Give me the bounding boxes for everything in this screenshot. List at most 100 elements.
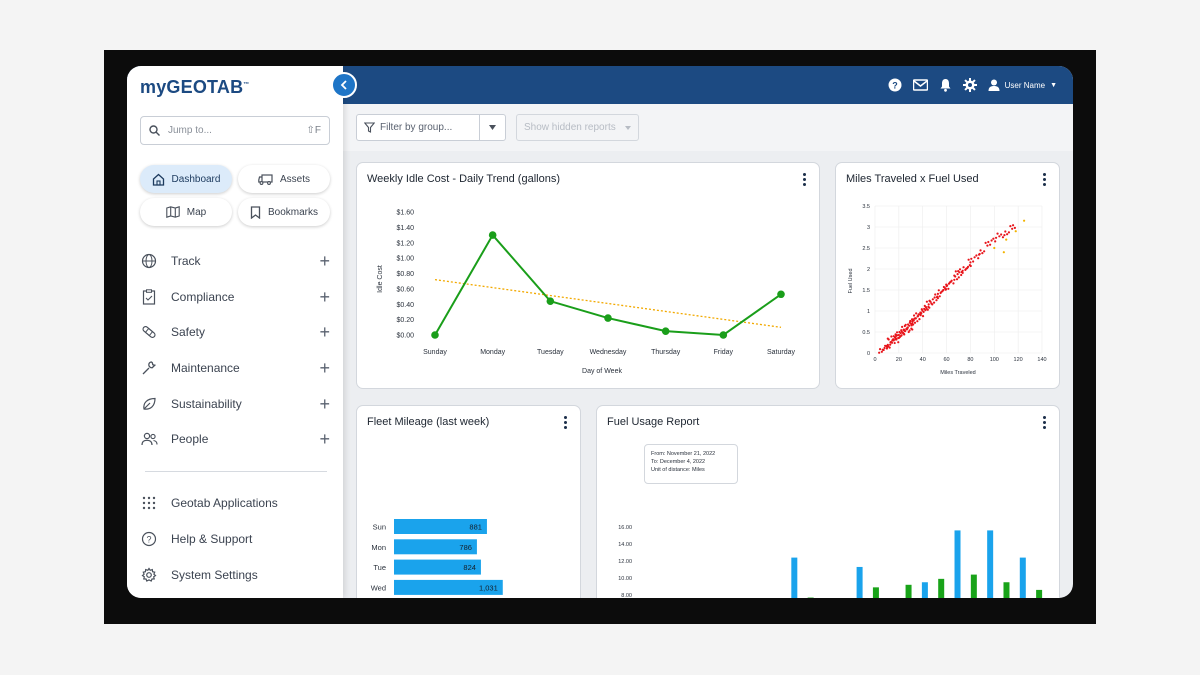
y-tick-label: $1.20 [396,240,414,247]
data-point [431,331,439,339]
user-menu[interactable]: User Name ▼ [988,79,1057,91]
bookmark-icon [250,205,261,219]
quick-link-dashboard[interactable]: Dashboard [140,165,232,193]
expand-plus-icon[interactable]: + [319,322,330,342]
sidebar-divider [145,471,327,472]
data-point [938,295,941,298]
data-point [994,236,998,239]
y-tick-label: $0.80 [396,271,414,278]
mail-icon[interactable] [912,79,928,91]
data-point [942,288,945,292]
expand-plus-icon[interactable]: + [319,429,330,449]
x-tick-label: 120 [1014,357,1023,363]
nav-item-people[interactable]: People + [140,428,330,450]
data-point [934,293,937,296]
data-point [935,299,938,302]
bar-value-label: 881 [469,523,482,532]
card-title: Miles Traveled x Fuel Used [846,173,979,185]
nav-item-safety[interactable]: Safety + [140,321,330,343]
data-point [953,278,956,281]
quick-link-map[interactable]: Map [140,198,232,226]
x-tick-label: Friday [714,349,734,356]
nav-item-compliance[interactable]: Compliance + [140,286,330,308]
y-tick-label: 8.00 [621,593,632,598]
show-hidden-reports-select[interactable]: Show hidden reports [516,114,639,141]
data-point [928,299,931,302]
apps-grid-icon [140,494,158,512]
expand-plus-icon[interactable]: + [319,394,330,414]
help-circle-icon: ? [140,530,158,548]
collapse-sidebar-button[interactable] [331,72,357,98]
x-tick-label: Sunday [423,349,447,356]
home-icon [152,173,164,186]
x-tick-label: 40 [920,357,926,363]
nav-item-geotab-applications[interactable]: Geotab Applications [140,492,330,514]
data-point [958,268,962,271]
idle-cost-line-chart: $0.00 $0.20 $0.40 $0.60 $0.80 $1.00 $1.20 $1.40… [377,210,796,376]
category-label: Sun [373,523,386,532]
data-point [885,347,889,350]
data-point [931,303,934,306]
data-point [1011,224,1015,227]
nav-item-track[interactable]: Track + [140,250,330,272]
quick-link-bookmarks[interactable]: Bookmarks [238,198,330,226]
jump-to-search[interactable]: Jump to... ⇧F [140,116,330,145]
data-point [1006,233,1009,236]
data-point [886,344,889,347]
more-options-icon[interactable] [564,416,568,429]
quick-link-assets[interactable]: Assets [238,165,330,193]
chevron-down-icon[interactable] [479,115,505,140]
nav-item-label: Geotab Applications [171,496,278,510]
y-tick-label: 3 [867,225,870,231]
bar [791,557,798,598]
y-tick-label: 1 [867,309,870,315]
more-options-icon[interactable] [1043,416,1047,429]
expand-plus-icon[interactable]: + [319,287,330,307]
y-tick-label: $0.40 [396,302,414,309]
data-point [955,278,959,281]
expand-plus-icon[interactable]: + [319,358,330,378]
y-tick-label: $1.40 [396,225,414,232]
data-point [975,254,978,257]
data-point [923,304,926,307]
data-point [892,339,895,342]
x-tick-label: 80 [967,357,973,363]
group-filter-select[interactable]: Filter by group... [356,114,506,141]
quick-link-label: Assets [279,173,310,185]
data-point [895,337,898,340]
bar [970,574,977,598]
x-tick-label: 100 [990,357,999,363]
expand-plus-icon[interactable]: + [319,251,330,271]
data-point [927,305,930,308]
data-point [968,264,971,267]
nav-item-label: System Settings [171,568,258,582]
mygeotab-logo[interactable]: myGEOTAB™ [140,77,250,97]
data-point [488,231,497,239]
y-tick-label: 0 [867,351,870,357]
data-point [878,348,882,351]
data-point [942,285,945,289]
data-point [1011,227,1014,230]
clipboard-icon [140,288,158,306]
nav-item-label: Help & Support [171,532,253,546]
bell-icon[interactable] [939,78,952,92]
data-point [886,337,889,340]
card-title: Fleet Mileage (last week) [367,416,490,428]
y-tick-label: 2 [867,267,870,273]
more-options-icon[interactable] [1043,173,1047,186]
help-icon[interactable]: ? [888,78,902,92]
data-point [967,258,970,261]
data-point [960,273,963,277]
nav-item-maintenance[interactable]: Maintenance + [140,357,330,379]
search-icon [149,125,160,136]
y-tick-label: 12.00 [618,559,632,565]
data-point-highlight [993,246,996,250]
nav-item-system-settings[interactable]: System Settings [140,564,330,586]
bar [394,539,477,555]
gear-icon[interactable] [962,78,977,92]
nav-item-help-support[interactable]: ? Help & Support [140,528,330,550]
bar [856,566,863,598]
nav-item-sustainability[interactable]: Sustainability + [140,393,330,415]
more-options-icon[interactable] [803,173,807,186]
